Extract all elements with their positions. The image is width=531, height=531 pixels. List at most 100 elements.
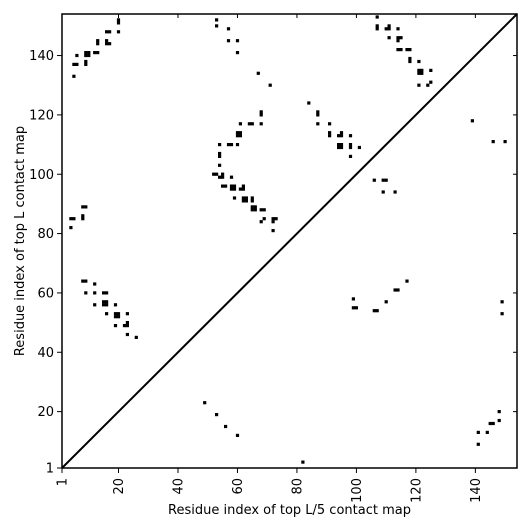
contact-point [215, 18, 219, 22]
contact-point [348, 143, 353, 147]
contact-point [301, 460, 305, 464]
contact-point [271, 217, 275, 221]
x-tick-label: 100 [350, 478, 365, 503]
contact-point [72, 74, 76, 78]
contact-point [241, 187, 245, 191]
contact-point [268, 83, 272, 87]
x-tick-label: 1 [56, 478, 71, 486]
contact-point [81, 214, 85, 218]
x-axis-label: Residue index of top L/5 contact map [168, 503, 411, 518]
contact-point [102, 291, 106, 295]
contact-point [426, 83, 430, 87]
contact-point [218, 175, 222, 179]
contact-point [253, 208, 257, 212]
contact-point [75, 53, 79, 58]
contact-point [256, 71, 260, 75]
contact-point [476, 430, 480, 434]
contact-point [224, 424, 228, 429]
contact-point [491, 140, 495, 144]
contact-point [485, 430, 489, 434]
contact-point [226, 143, 231, 147]
contact-point [108, 30, 112, 34]
contact-point [72, 62, 76, 66]
contact-point [497, 410, 501, 414]
contact-point [105, 30, 109, 34]
contact-point [238, 187, 242, 191]
contact-point [235, 51, 240, 55]
x-tick-label: 140 [469, 478, 484, 503]
contact-point [259, 122, 263, 126]
contact-point [215, 24, 219, 28]
contact-point [417, 68, 421, 72]
contact-point [316, 110, 320, 114]
contact-point [105, 39, 109, 43]
contact-point [417, 83, 421, 87]
contact-point [125, 321, 129, 325]
contact-point [503, 140, 507, 144]
contact-point [113, 312, 118, 316]
contact-point [384, 178, 388, 182]
y-tick-label: 140 [29, 49, 54, 64]
contact-point [405, 48, 409, 52]
contact-point [87, 53, 91, 58]
contact-point [105, 312, 109, 316]
contact-point [307, 101, 311, 105]
y-tick-label: 60 [37, 286, 54, 301]
contact-point [241, 199, 245, 203]
contact-point [253, 205, 257, 209]
contact-point [420, 71, 424, 75]
contact-point [229, 184, 234, 188]
contact-point [241, 184, 245, 188]
contact-point [122, 324, 127, 328]
contact-point [259, 208, 263, 212]
contact-point [105, 300, 109, 304]
contact-point [218, 154, 222, 158]
contact-point [81, 217, 85, 221]
contact-point [93, 291, 97, 295]
contact-point [375, 15, 379, 19]
contact-point [93, 51, 97, 55]
contact-point [108, 42, 112, 46]
contact-point [250, 196, 254, 200]
contact-point [316, 113, 320, 117]
y-tick-label: 1 [46, 462, 54, 477]
contact-point [337, 134, 341, 138]
contact-point [348, 154, 353, 158]
contact-point [113, 303, 118, 307]
contact-point [405, 279, 409, 283]
contact-point [351, 297, 355, 301]
y-tick-label: 80 [37, 227, 54, 242]
contact-point [229, 187, 234, 191]
contact-point [387, 36, 391, 40]
contact-point [125, 312, 129, 316]
contact-point [357, 145, 361, 150]
contact-point [476, 442, 480, 446]
contact-point [84, 53, 88, 58]
contact-point [393, 288, 397, 292]
contact-point [215, 172, 219, 176]
contact-point [250, 205, 254, 209]
contact-point [337, 143, 341, 147]
contact-point [212, 172, 216, 176]
contact-point [384, 300, 388, 304]
contact-point [134, 335, 138, 339]
contact-point [84, 205, 88, 209]
contact-point [102, 300, 106, 304]
contact-point [408, 48, 412, 52]
contact-point [116, 30, 121, 34]
contact-point [271, 229, 275, 233]
contact-point [339, 145, 344, 150]
contact-point [116, 315, 121, 319]
contact-point [238, 134, 242, 138]
y-tick-label: 100 [29, 168, 54, 183]
contact-point [221, 172, 225, 176]
contact-point [102, 303, 106, 307]
contact-point [84, 291, 88, 295]
contact-point [221, 184, 225, 188]
contact-point [339, 131, 344, 135]
contact-point [218, 151, 222, 156]
contact-point [351, 306, 355, 310]
contact-point [381, 178, 385, 182]
contact-point [235, 39, 240, 43]
